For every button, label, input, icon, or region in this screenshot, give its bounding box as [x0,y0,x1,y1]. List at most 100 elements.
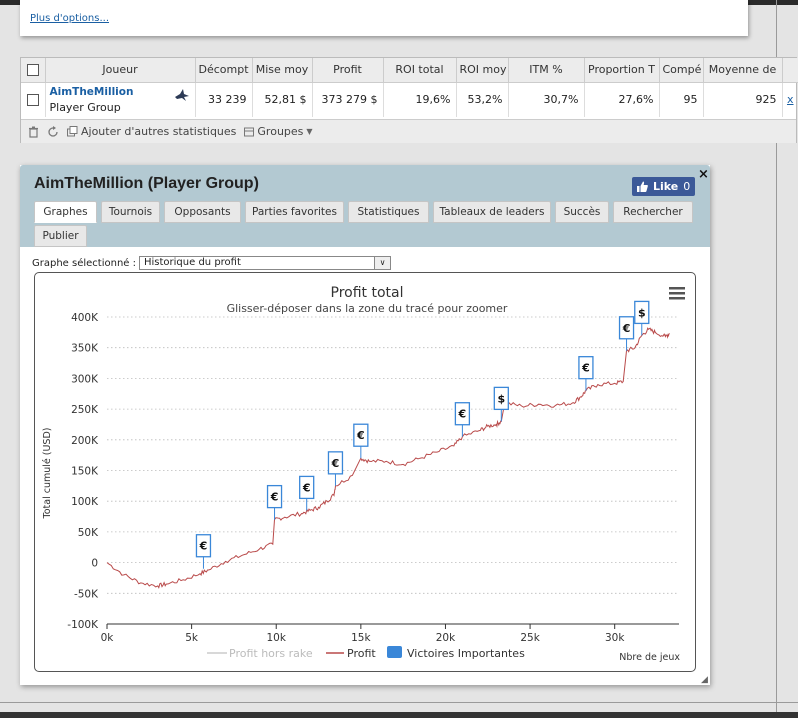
row-select-cell[interactable] [21,82,46,117]
big-win-currency: $ [638,306,646,319]
chart-container: Profit total Glisser-déposer dans la zon… [34,272,696,672]
legend-wins-swatch [387,646,402,658]
row-checkbox[interactable] [26,94,39,107]
legend-item-no-rake[interactable]: Profit hors rake [229,647,313,660]
big-win-marker[interactable] [493,386,509,411]
graph-select[interactable]: Historique du profit ∨ [139,256,391,270]
tab-parties-favorites[interactable]: Parties favorites [245,201,344,223]
graph-select-label: Graphe sélectionné : [32,258,136,269]
big-win-currency: € [581,362,590,375]
col-header-itm[interactable]: ITM % [508,58,585,83]
facebook-like-button[interactable]: Like 0 [632,177,695,196]
groups-dropdown[interactable]: Groupes ▼ [244,125,313,138]
tab-tableaux-leaders[interactable]: Tableaux de leaders [433,201,551,223]
cell-roi-total: 19,6% [383,82,457,117]
cell-count: 33 239 [195,82,253,117]
stats-table-card: Joueur Décompt Mise moy Profit ROI total… [20,57,798,143]
close-icon[interactable]: × [698,167,709,182]
stats-table: Joueur Décompt Mise moy Profit ROI total… [21,58,798,117]
tab-statistiques[interactable]: Statistiques [348,201,429,223]
profit-series-line[interactable] [106,327,670,589]
y-tick-label: 300K [71,373,99,385]
shark-icon [174,88,189,101]
more-options-link[interactable]: Plus d'options... [30,13,109,24]
col-header-roi-avg[interactable]: ROI moy [456,58,509,83]
refresh-icon[interactable] [47,125,59,138]
add-stats-icon [67,126,78,137]
chart-menu-icon[interactable] [669,287,685,300]
profit-chart[interactable]: Profit total Glisser-déposer dans la zon… [35,273,695,671]
player-name-link[interactable]: AimTheMillion [49,85,134,98]
like-count: 0 [683,180,691,193]
legend-item-big-wins[interactable]: Victoires Importantes [407,647,525,660]
tab-succes[interactable]: Succès [555,201,609,223]
add-stats-button[interactable]: Ajouter d'autres statistiques [67,125,236,138]
big-win-marker[interactable] [299,475,315,500]
like-label: Like [653,180,679,193]
x-tick-label: 20k [436,632,456,644]
x-tick-label: 0k [101,632,115,644]
cell-itm: 30,7% [508,82,585,117]
chevron-down-icon[interactable]: ∨ [374,257,390,269]
big-win-currency: € [302,481,311,494]
col-header-compe[interactable]: Compé [659,58,704,83]
col-header-roi-total[interactable]: ROI total [383,58,457,83]
tab-rechercher[interactable]: Rechercher [613,201,693,223]
x-tick-label: 10k [267,632,287,644]
x-tick-label: 30k [605,632,625,644]
big-win-currency: € [331,457,340,470]
big-win-currency: € [458,408,467,421]
x-tick-label: 15k [351,632,371,644]
big-win-currency: $ [497,392,505,405]
cell-roi-avg: 53,2% [456,82,509,117]
big-win-marker[interactable] [327,451,344,475]
chevron-down-icon: ▼ [306,127,313,136]
col-header-player[interactable]: Joueur [45,58,196,83]
cell-proportion: 27,6% [584,82,660,117]
big-win-marker[interactable] [634,300,650,325]
trash-icon[interactable] [28,126,39,138]
right-divider [776,0,777,718]
col-header-moyenne[interactable]: Moyenne de [703,58,783,83]
col-header-count[interactable]: Décompt [195,58,253,83]
cell-avg-stake: 52,81 $ [252,82,313,117]
tab-tournois[interactable]: Tournois [101,201,160,223]
player-cell: AimTheMillion Player Group [45,82,196,117]
panel-header: AimTheMillion (Player Group) Like 0 × Gr… [20,165,710,247]
y-tick-label: 400K [71,312,99,324]
groups-icon [244,127,255,136]
panel-title: AimTheMillion (Player Group) [34,175,259,192]
bottom-strip [0,712,798,718]
y-tick-label: 150K [71,466,99,478]
big-win-marker[interactable] [266,484,283,509]
thumbs-up-icon [637,181,648,192]
y-tick-label: 200K [71,435,99,447]
chart-legend: Profit hors rake Profit Victoires Import… [207,646,525,660]
legend-item-profit[interactable]: Profit [347,647,376,660]
big-win-marker[interactable] [454,402,471,426]
graph-select-value: Historique du profit [144,257,241,268]
remove-row-link[interactable]: x [786,93,794,107]
y-tick-label: -50K [74,588,99,600]
tab-publier[interactable]: Publier [34,225,87,247]
table-row: AimTheMillion Player Group 33 239 52,81 … [21,82,798,117]
tab-graphes[interactable]: Graphes [34,201,97,223]
big-win-currency: € [270,491,279,504]
x-tick-label: 25k [520,632,540,644]
big-win-marker[interactable] [618,316,635,340]
select-all-cell[interactable] [21,58,46,83]
col-header-avg-stake[interactable]: Mise moy [252,58,313,83]
add-stats-label: Ajouter d'autres statistiques [81,125,237,138]
col-header-profit[interactable]: Profit [312,58,384,83]
chart-title: Profit total [331,285,404,301]
big-win-marker[interactable] [195,534,212,558]
groups-label: Groupes [257,125,304,138]
cell-moyenne: 925 [703,82,783,117]
big-win-currency: € [622,322,631,335]
col-header-proportion[interactable]: Proportion T [584,58,660,83]
resize-handle-icon[interactable]: ◢ [701,675,708,685]
big-win-marker[interactable] [578,356,594,380]
big-win-marker[interactable] [353,423,369,447]
tab-opposants[interactable]: Opposants [164,201,241,223]
select-all-checkbox[interactable] [26,64,39,77]
